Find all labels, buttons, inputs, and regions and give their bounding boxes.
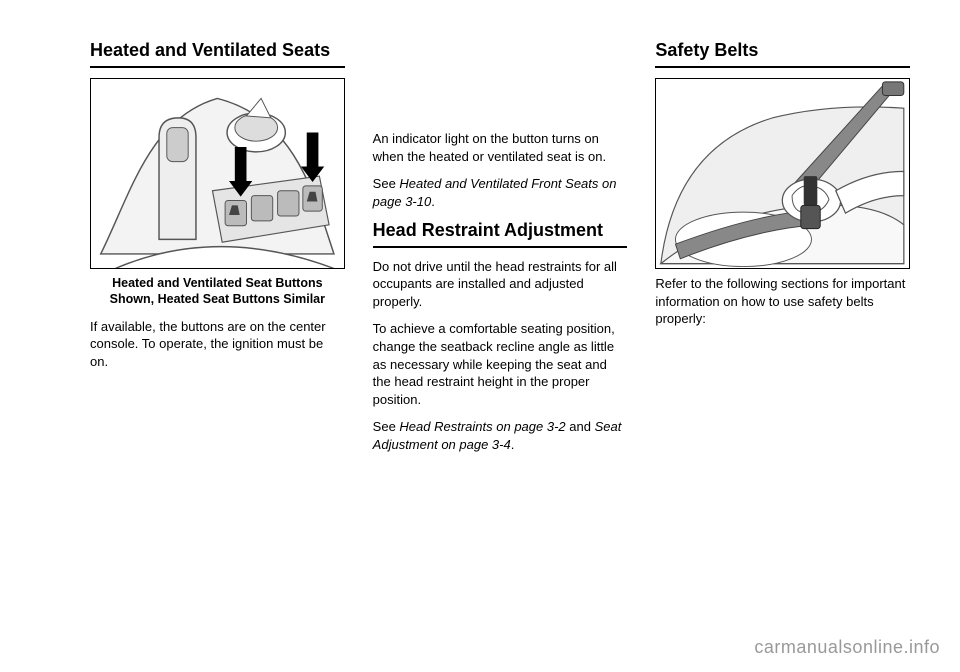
text-see-1: See xyxy=(373,176,400,191)
para-see-heated-ventilated: See Heated and Ventilated Front Seats on… xyxy=(373,175,628,210)
heading-safety-belts: Safety Belts xyxy=(655,40,910,68)
console-illustration xyxy=(91,79,344,269)
ref-heated-ventilated-seats: Heated and Ventilated Front Seats on pag… xyxy=(373,176,617,209)
heading-head-restraint: Head Restraint Adjustment xyxy=(373,220,628,248)
para-buttons-location: If available, the buttons are on the cen… xyxy=(90,318,345,371)
figure-seatbelt xyxy=(655,78,910,270)
text-and: and xyxy=(566,419,595,434)
para-do-not-drive: Do not drive until the head restraints f… xyxy=(373,258,628,311)
watermark-text: carmanualsonline.info xyxy=(754,637,940,658)
text-see-2: See xyxy=(373,419,400,434)
figure-caption-console: Heated and Ventilated Seat Buttons Shown… xyxy=(90,275,345,308)
para-safety-belts-refer: Refer to the following sections for impo… xyxy=(655,275,910,328)
para-see-head-restraints: See Head Restraints on page 3-2 and Seat… xyxy=(373,418,628,453)
text-period-1: . xyxy=(431,194,435,209)
seatbelt-illustration xyxy=(656,79,909,269)
para-indicator-light: An indicator light on the button turns o… xyxy=(373,130,628,165)
ref-head-restraints: Head Restraints on page 3-2 xyxy=(399,419,565,434)
column-2: An indicator light on the button turns o… xyxy=(373,40,628,463)
text-period-2: . xyxy=(511,437,515,452)
col2-top-spacer xyxy=(373,40,628,130)
column-3: Safety Belts xyxy=(655,40,910,463)
heading-heated-ventilated-seats: Heated and Ventilated Seats xyxy=(90,40,345,68)
figure-console-buttons xyxy=(90,78,345,270)
page-container: Heated and Ventilated Seats xyxy=(0,0,960,483)
para-comfortable-position: To achieve a comfortable seating positio… xyxy=(373,320,628,408)
column-1: Heated and Ventilated Seats xyxy=(90,40,345,463)
